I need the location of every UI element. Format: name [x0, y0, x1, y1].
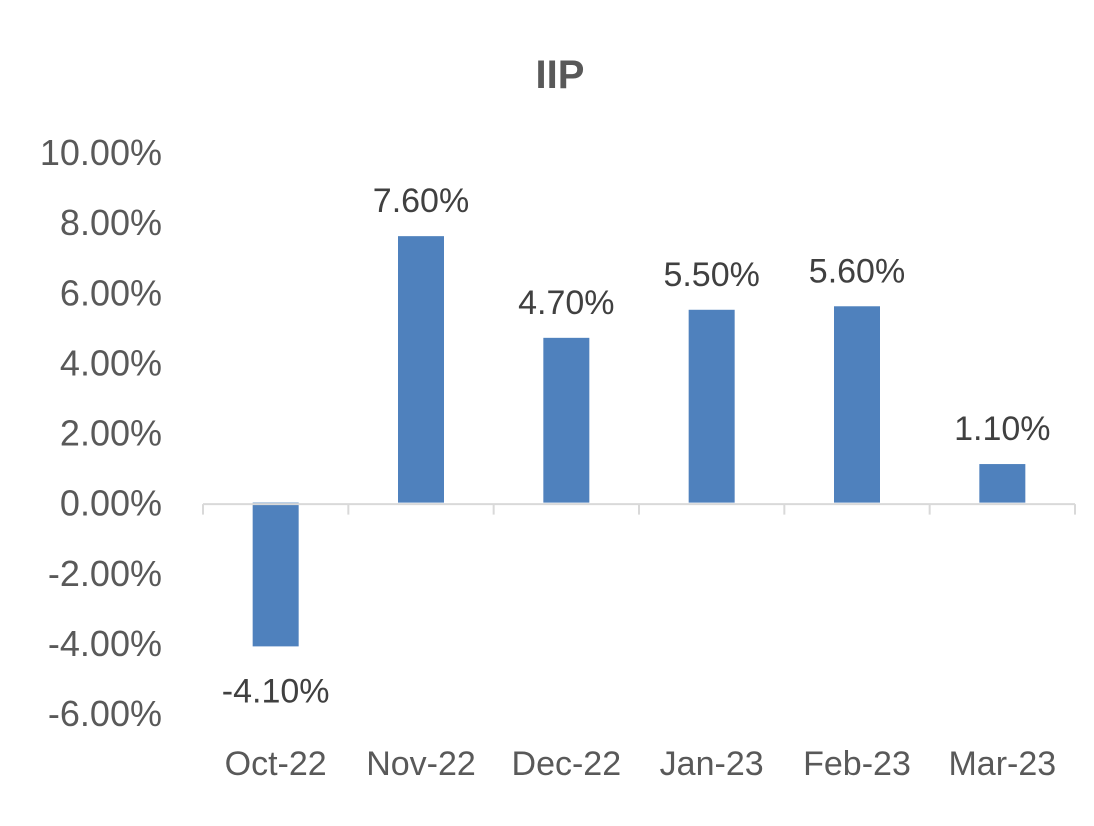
x-tick-label: Nov-22	[366, 745, 476, 783]
bar-feb-23	[834, 306, 880, 503]
y-tick-label: 8.00%	[60, 202, 162, 243]
y-tick-label: -4.00%	[48, 623, 162, 664]
y-tick-label: 0.00%	[60, 483, 162, 524]
data-label: 5.60%	[809, 252, 905, 290]
y-tick-label: 2.00%	[60, 413, 162, 454]
x-axis	[202, 503, 1076, 515]
data-label: 4.70%	[518, 284, 614, 322]
data-label: 5.50%	[663, 256, 759, 294]
x-tick-label: Oct-22	[225, 745, 327, 783]
data-label: -4.10%	[222, 672, 330, 710]
x-tick-label: Dec-22	[512, 745, 622, 783]
x-axis-tick-labels: Oct-22 Nov-22 Dec-22 Jan-23 Feb-23 Mar-23	[225, 745, 1057, 783]
data-label: 7.60%	[373, 182, 469, 220]
bars	[252, 236, 1026, 647]
chart-title: IIP	[536, 53, 585, 97]
y-tick-label: 4.00%	[60, 342, 162, 383]
bar-nov-22	[398, 236, 444, 503]
data-label: 1.10%	[954, 410, 1050, 448]
bar-jan-23	[688, 309, 735, 503]
x-tick-label: Feb-23	[803, 745, 911, 783]
y-tick-label: 6.00%	[60, 272, 162, 313]
y-axis-tick-labels: 10.00% 8.00% 6.00% 4.00% 2.00% 0.00% -2.00% -4.…	[40, 132, 162, 734]
y-tick-label: -6.00%	[48, 693, 162, 734]
data-labels: -4.10% 7.60% 4.70% 5.50% 5.60% 1.10%	[222, 182, 1051, 710]
x-tick-label: Jan-23	[660, 745, 764, 783]
bar-oct-22	[252, 502, 299, 647]
bar-mar-23	[979, 464, 1026, 503]
y-tick-label: -2.00%	[48, 553, 162, 594]
y-tick-label: 10.00%	[40, 132, 162, 173]
x-tick-label: Mar-23	[948, 745, 1056, 783]
bar-dec-22	[543, 337, 590, 503]
